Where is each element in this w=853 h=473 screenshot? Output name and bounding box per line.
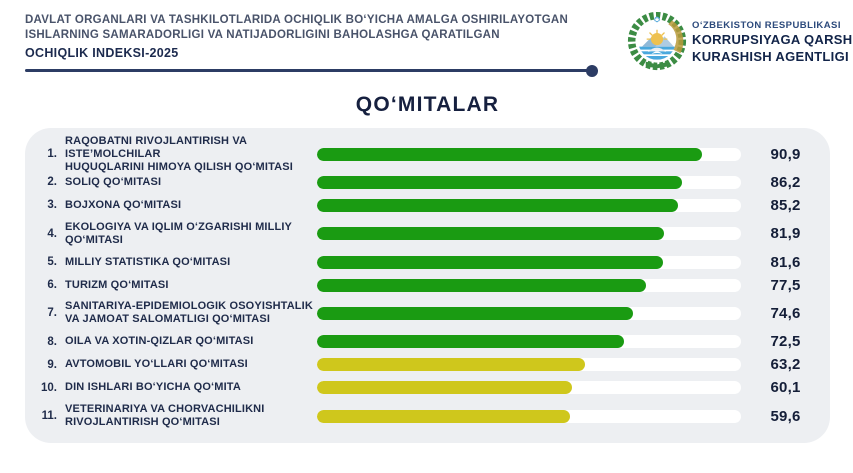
committee-row: 2. SOLIQ QO‘MITASI 86,2 (25, 171, 830, 194)
row-number: 5. (47, 256, 57, 269)
committee-name: AVTOMOBIL YO‘LLARI QO‘MITASI (65, 358, 248, 371)
row-number: 11. (41, 410, 57, 423)
bar-track (317, 278, 741, 292)
header-block: DAVLAT ORGANLARI VA TASHKILOTLARIDA OCHI… (25, 13, 605, 62)
header-divider (25, 69, 591, 72)
committee-name: SOLIQ QO‘MITASI (65, 175, 162, 188)
uzbekistan-state-emblem-icon (627, 11, 687, 71)
row-number: 1. (47, 148, 57, 160)
committee-name: BOJXONA QO‘MITASI (65, 198, 182, 211)
committee-row: 7. SANITARIYA-EPIDEMIOLOGIK OSOYISHTALIK… (25, 297, 830, 331)
committee-list: 1. RAQOBATNI RIVOJLANTIRISH VA ISTE’MOLC… (25, 128, 830, 443)
agency-name-line-1: KORRUPSIYAGA QARSHI (692, 32, 853, 47)
agency-block: O‘ZBEKISTON RESPUBLIKASI KORRUPSIYAGA QA… (692, 19, 853, 65)
row-number: 9. (47, 358, 57, 371)
score-value: 85,2 (770, 196, 801, 214)
committee-name: VETERINARIYA VA CHORVACHILIKNI RIVOJLANT… (65, 403, 265, 429)
header-divider-dot (586, 64, 598, 77)
bar-fill (317, 255, 663, 269)
agency-country-line: O‘ZBEKISTON RESPUBLIKASI (692, 20, 841, 31)
row-number: 2. (47, 176, 57, 189)
row-number: 7. (47, 307, 57, 320)
bar-track (317, 306, 741, 320)
committee-row: 8. OILA VA XOTIN-QIZLAR QO‘MITASI 72,5 (25, 330, 830, 353)
committee-row: 4. EKOLOGIYA VA IQLIM O‘ZGARISHI MILLIY … (25, 217, 830, 251)
bar-track (317, 409, 741, 423)
bar-fill (317, 306, 634, 320)
bar-track (317, 198, 741, 212)
score-value: 86,2 (770, 173, 801, 191)
committee-name: DIN ISHLARI BO‘YICHA QO‘MITA (65, 381, 241, 394)
committee-row: 11. VETERINARIYA VA CHORVACHILIKNI RIVOJ… (25, 399, 830, 433)
bar-track (317, 381, 741, 395)
committee-row: 1. RAQOBATNI RIVOJLANTIRISH VA ISTE’MOLC… (25, 134, 830, 173)
row-number: 8. (47, 335, 57, 348)
score-value: 60,1 (770, 379, 801, 397)
score-value: 63,2 (770, 356, 801, 374)
committee-name: TURIZM QO‘MITASI (65, 278, 169, 291)
row-number: 6. (47, 279, 57, 292)
committee-name: SANITARIYA-EPIDEMIOLOGIK OSOYISHTALIK VA… (65, 300, 313, 326)
bar-fill (317, 147, 703, 161)
bar-fill (317, 227, 665, 241)
committee-row: 3. BOJXONA QO‘MITASI 85,2 (25, 194, 830, 217)
committee-row: 10. DIN ISHLARI BO‘YICHA QO‘MITA 60,1 (25, 376, 830, 399)
score-value: 59,6 (770, 407, 801, 425)
bar-track (317, 255, 741, 269)
committee-name: EKOLOGIYA VA IQLIM O‘ZGARISHI MILLIY QO‘… (65, 220, 293, 246)
bar-track (317, 175, 741, 189)
agency-name-line-2: KURASHISH AGENTLIGI (692, 48, 849, 64)
score-value: 81,6 (770, 253, 801, 271)
committee-name: OILA VA XOTIN-QIZLAR QO‘MITASI (65, 335, 254, 348)
bar-fill (317, 381, 572, 395)
committee-name: RAQOBATNI RIVOJLANTIRISH VA ISTE’MOLCHIL… (65, 134, 293, 173)
score-value: 72,5 (770, 333, 801, 351)
committee-row: 9. AVTOMOBIL YO‘LLARI QO‘MITASI 63,2 (25, 353, 830, 376)
committee-row: 5. MILLIY STATISTIKA QO‘MITASI 81,6 (25, 251, 830, 274)
score-value: 90,9 (770, 145, 801, 163)
bar-fill (317, 198, 679, 212)
header-line-1: DAVLAT ORGANLARI VA TASHKILOTLARIDA OCHI… (25, 14, 569, 26)
score-value: 81,9 (770, 225, 801, 243)
bar-track (317, 147, 741, 161)
row-number: 4. (47, 227, 57, 240)
score-value: 77,5 (770, 276, 801, 294)
score-value: 74,6 (770, 304, 801, 322)
bar-track (317, 335, 741, 349)
row-number: 3. (47, 199, 57, 212)
row-number: 10. (41, 381, 57, 394)
bar-track (317, 227, 741, 241)
header-line-2: ISHLARNING SAMARADORLIGI VA NATIJADORLIG… (25, 29, 500, 41)
bar-fill (317, 409, 570, 423)
bar-fill (317, 278, 646, 292)
header-index-title: OCHIQLIK INDEKSI-2025 (25, 46, 179, 60)
bar-track (317, 358, 741, 372)
bar-fill (317, 358, 585, 372)
bar-fill (317, 175, 683, 189)
committee-name: MILLIY STATISTIKA QO‘MITASI (65, 255, 231, 268)
chart-title: QO‘MITALAR (355, 93, 500, 116)
bar-fill (317, 335, 625, 349)
committee-row: 6. TURIZM QO‘MITASI 77,5 (25, 274, 830, 297)
